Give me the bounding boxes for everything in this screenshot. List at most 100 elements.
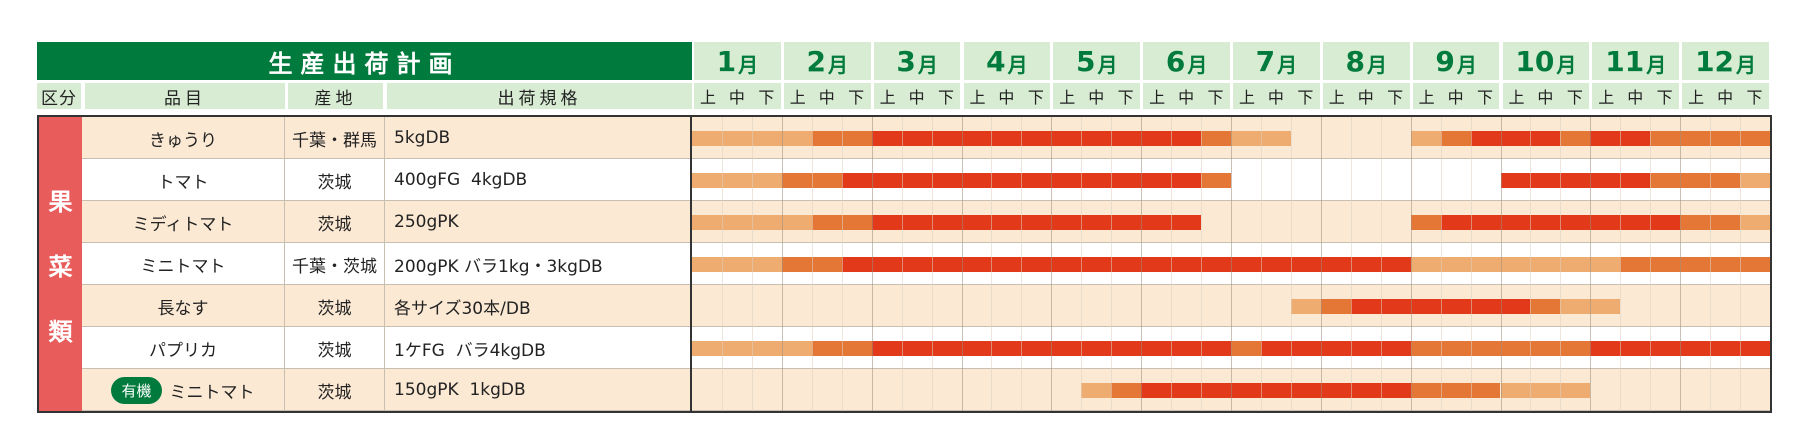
grid-line [1081,117,1083,411]
dekad-label: 下 [931,83,961,109]
dekad-label: 中 [1620,83,1651,109]
grid-line [871,117,873,411]
item-name-text: きゅうり [149,130,217,151]
item-origin: 茨城 [285,285,385,327]
grid-line [1171,117,1173,411]
grid-line [1410,117,1412,411]
grid-line [1141,117,1143,411]
shipping-bar-light [1081,382,1112,398]
grid-line [1051,117,1053,411]
item-name: きゅうり [82,117,285,159]
shipping-bar-medium [1111,382,1142,398]
dekad-label: 上 [1682,83,1711,109]
shipping-bar-peak [871,340,1231,356]
grid-line [1590,117,1592,411]
shipping-bar-medium [1201,130,1231,146]
category-fruit-vegetables: 果菜類 [39,117,82,411]
item-spec: 200gPK バラ1kg・3kgDB [394,256,603,277]
shipping-bar-peak [871,214,1202,230]
dekad-label: 下 [1740,83,1769,109]
item-origin: 茨城 [285,369,385,411]
dekad-label: 上 [1233,83,1261,109]
header-origin: 産地 [288,83,383,109]
timeline-divider [690,115,692,413]
grid-line [1350,117,1352,411]
shipping-bar-medium [1410,214,1441,230]
shipping-bar-medium [1231,340,1261,356]
shipping-bar-light [1500,382,1591,398]
dekad-label: 中 [1081,83,1112,109]
shipping-bar-medium [1201,172,1231,188]
shipping-bar-light [692,172,782,188]
item-name: 有機 ミニトマト [82,369,285,411]
grid-line [991,117,993,411]
dekad-label: 中 [1710,83,1741,109]
dekad-label: 上 [1502,83,1531,109]
dekad-label: 中 [1171,83,1202,109]
item-spec: 250gPK [394,212,459,232]
dekad-label: 上 [1592,83,1621,109]
grid-line [811,117,813,411]
item-name-text: ミディトマト [132,214,234,235]
grid-line [1530,117,1532,411]
grid-line [1740,117,1742,411]
item-name: ミニトマト [82,243,285,285]
shipping-bar-peak [841,256,1411,272]
grid-line [1021,117,1023,411]
grid-line [1201,117,1203,411]
grid-line [751,117,753,411]
dekad-label: 中 [811,83,842,109]
grid-line [961,117,963,411]
shipping-bar-medium [1650,172,1741,188]
dekad-label: 下 [1201,83,1230,109]
organic-badge: 有機 [111,376,162,404]
item-spec: 1ケFG バラ4kgDB [394,340,546,361]
item-name-text: 長なす [157,298,209,319]
grid-line [1470,117,1472,411]
grid-line [1440,117,1442,411]
item-name-text: ミニトマト [169,382,255,403]
dekad-label: 中 [721,83,752,109]
grid-line [1710,117,1712,411]
item-origin: 茨城 [285,201,385,243]
category-char: 類 [48,317,73,346]
header-item: 品目 [85,83,285,109]
dekad-label: 上 [694,83,722,109]
shipping-bar-peak [1470,130,1561,146]
dekad-label: 下 [1470,83,1500,109]
shipping-bar-light [1560,298,1621,314]
category-char: 果 [48,187,73,216]
item-spec: 400gFG 4kgDB [394,170,528,190]
grid-line [1111,117,1113,411]
grid-line [1620,117,1622,411]
dekad-label: 中 [901,83,932,109]
dekad-label: 上 [1143,83,1172,109]
dekad-label: 中 [991,83,1022,109]
grid-line [781,117,783,411]
shipping-bar-medium [811,340,872,356]
shipping-bar-medium [1620,256,1770,272]
dekad-label: 上 [783,83,812,109]
dekad-label: 下 [1650,83,1680,109]
item-name-text: ミニトマト [140,256,226,277]
shipping-bar-peak [1350,298,1531,314]
shipping-bar-peak [1500,172,1651,188]
dekad-label: 下 [1380,83,1410,109]
shipping-bar-medium [1680,214,1741,230]
grid-line [931,117,933,411]
shipping-bar-medium [811,214,872,230]
shipping-bar-medium [1320,298,1351,314]
month-label: 12 月 [1682,42,1769,80]
item-name: トマト [82,159,285,201]
item-spec: 150gPK 1kgDB [394,380,526,400]
shipping-bar-light [1740,172,1770,188]
grid-line [901,117,903,411]
dekad-label: 上 [1322,83,1351,109]
